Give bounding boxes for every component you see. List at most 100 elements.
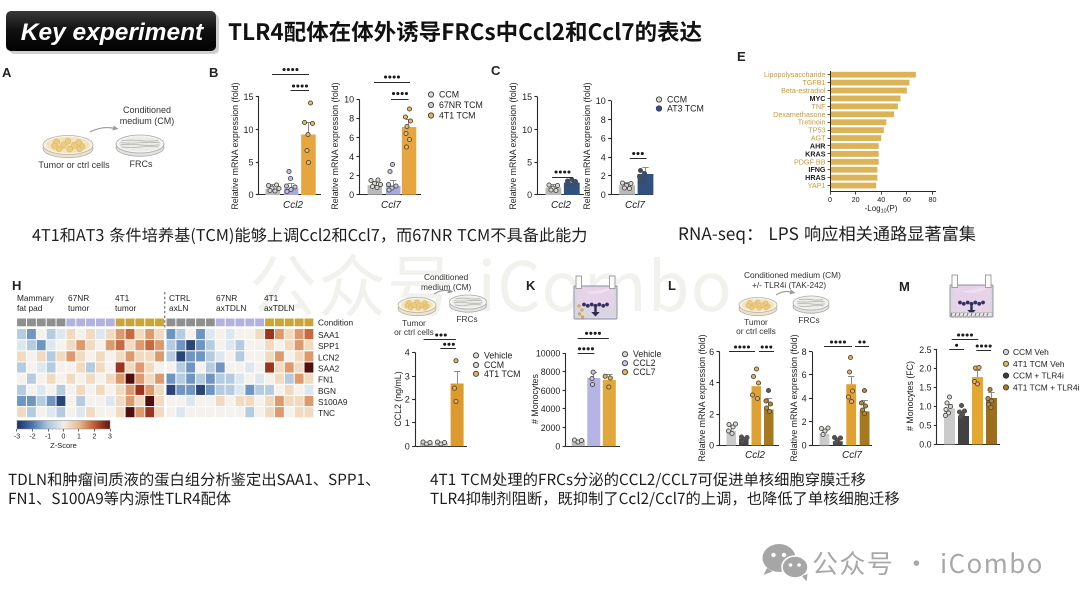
- svg-text:B: B: [209, 65, 218, 80]
- svg-text:Ccl2: Ccl2: [745, 450, 765, 461]
- svg-text:10000: 10000: [536, 348, 561, 358]
- svg-text:tumor: tumor: [68, 303, 89, 313]
- svg-text:4T1 TCM + TLR4i: 4T1 TCM + TLR4i: [1013, 382, 1080, 392]
- svg-text:Relative mRNA expression (fold: Relative mRNA expression (fold): [582, 82, 592, 209]
- svg-text:Relative mRNA expression (fold: Relative mRNA expression (fold): [330, 82, 340, 209]
- svg-text:2: 2: [601, 171, 606, 181]
- svg-text:Relative mRNA expression (fold: Relative mRNA expression (fold): [508, 82, 518, 209]
- svg-text:Mammary: Mammary: [17, 293, 55, 303]
- svg-text:8: 8: [802, 347, 807, 357]
- svg-text:1: 1: [77, 434, 81, 441]
- svg-text:67NR: 67NR: [68, 293, 89, 303]
- svg-text:4: 4: [802, 394, 807, 404]
- svg-text:CCM Veh: CCM Veh: [1013, 347, 1049, 357]
- svg-text:1.0: 1.0: [919, 401, 931, 411]
- svg-text:axTDLN: axTDLN: [264, 303, 294, 313]
- svg-text:8: 8: [349, 114, 354, 124]
- svg-text:0: 0: [555, 441, 560, 451]
- svg-text:0: 0: [601, 190, 606, 200]
- svg-text:+/- TLR4i (TAK-242): +/- TLR4i (TAK-242): [752, 280, 826, 290]
- svg-text:2.5: 2.5: [919, 345, 931, 355]
- svg-text:PDGF BB: PDGF BB: [794, 157, 826, 166]
- svg-text:0: 0: [405, 441, 410, 451]
- svg-text:6000: 6000: [541, 386, 561, 396]
- svg-text:2000: 2000: [541, 423, 561, 433]
- svg-text:HRAS: HRAS: [805, 173, 826, 182]
- svg-text:AGT: AGT: [811, 134, 826, 143]
- svg-text:# Monocytes: # Monocytes: [530, 373, 540, 423]
- svg-text:0: 0: [62, 434, 66, 441]
- svg-text:10: 10: [243, 125, 253, 135]
- svg-text:6: 6: [802, 370, 807, 380]
- svg-text:3: 3: [108, 434, 112, 441]
- svg-text:4T1 TCM Veh: 4T1 TCM Veh: [1013, 359, 1065, 369]
- svg-text:or ctrl cells: or ctrl cells: [394, 327, 434, 337]
- svg-text:Relative mRNA expression (fold: Relative mRNA expression (fold): [697, 334, 707, 461]
- svg-text:4T1 TCM: 4T1 TCM: [439, 111, 476, 121]
- svg-text:CCM + TLR4i: CCM + TLR4i: [1013, 371, 1064, 381]
- svg-text:5: 5: [527, 158, 532, 168]
- svg-text:Vehicle: Vehicle: [633, 349, 661, 359]
- svg-text:FRCs: FRCs: [456, 314, 477, 324]
- svg-text:Vehicle: Vehicle: [484, 350, 512, 360]
- svg-text:2: 2: [93, 434, 97, 441]
- svg-text:CCM: CCM: [439, 90, 459, 100]
- svg-text:10: 10: [344, 95, 354, 105]
- svg-text:1.5: 1.5: [919, 383, 931, 393]
- svg-text:FRCs: FRCs: [798, 315, 819, 325]
- svg-text:Ccl2: Ccl2: [283, 200, 303, 211]
- svg-text:axLN: axLN: [169, 303, 188, 313]
- svg-text:CCL2 (ng/mL): CCL2 (ng/mL): [393, 371, 403, 426]
- svg-text:0.0: 0.0: [919, 440, 931, 450]
- svg-text:0: 0: [527, 190, 532, 200]
- svg-text:8: 8: [601, 115, 606, 125]
- svg-text:Tretinoin: Tretinoin: [798, 118, 826, 127]
- svg-text:67NR TCM: 67NR TCM: [439, 100, 483, 110]
- svg-text:SAA2: SAA2: [318, 363, 340, 373]
- svg-text:Conditioned: Conditioned: [424, 272, 469, 282]
- svg-text:Conditioned: Conditioned: [123, 105, 171, 115]
- svg-text:medium (CM): medium (CM): [421, 282, 471, 292]
- svg-text:L: L: [668, 278, 676, 293]
- svg-text:8000: 8000: [541, 367, 561, 377]
- svg-text:1: 1: [405, 418, 410, 428]
- svg-text:H: H: [12, 278, 21, 293]
- svg-text:Relative mRNA expression (fold: Relative mRNA expression (fold): [789, 334, 799, 461]
- svg-text:4: 4: [709, 378, 714, 388]
- svg-text:CCM: CCM: [667, 95, 687, 105]
- svg-text:2: 2: [802, 417, 807, 427]
- svg-text:SAA1: SAA1: [318, 330, 340, 340]
- svg-text:Ccl7: Ccl7: [625, 200, 645, 211]
- svg-text:E: E: [737, 49, 746, 64]
- svg-text:Lipopolysaccharide: Lipopolysaccharide: [764, 70, 826, 79]
- svg-text:-3: -3: [14, 434, 20, 441]
- svg-text:4T1 TCM: 4T1 TCM: [484, 369, 521, 379]
- svg-text:CCM: CCM: [484, 360, 504, 370]
- svg-text:Z-Score: Z-Score: [50, 441, 77, 450]
- svg-text:Condition: Condition: [318, 318, 353, 328]
- svg-text:AT3 TCM: AT3 TCM: [667, 104, 704, 114]
- svg-text:TP53: TP53: [808, 126, 825, 135]
- svg-text:MYC: MYC: [810, 94, 826, 103]
- svg-text:0: 0: [349, 190, 354, 200]
- svg-text:CCL7: CCL7: [633, 367, 656, 377]
- svg-text:CCL2: CCL2: [633, 358, 656, 368]
- svg-text:BGN: BGN: [318, 386, 336, 396]
- svg-text:-1: -1: [45, 434, 51, 441]
- svg-text:6: 6: [601, 134, 606, 144]
- svg-text:A: A: [2, 65, 12, 80]
- svg-text:Ccl2: Ccl2: [551, 200, 571, 211]
- svg-text:FRCs: FRCs: [130, 159, 153, 169]
- svg-text:2: 2: [709, 410, 714, 420]
- svg-text:C: C: [491, 63, 501, 78]
- svg-text:Key experiment: Key experiment: [21, 19, 204, 46]
- svg-text:20: 20: [852, 195, 860, 204]
- svg-text:4: 4: [349, 152, 354, 162]
- svg-text:10: 10: [596, 96, 606, 106]
- svg-text:AHR: AHR: [810, 141, 826, 150]
- svg-text:KRAS: KRAS: [805, 149, 826, 158]
- svg-text:15: 15: [243, 92, 253, 102]
- svg-text:Ccl7: Ccl7: [381, 200, 401, 211]
- svg-text:FN1: FN1: [318, 375, 334, 385]
- svg-text:0: 0: [248, 190, 253, 200]
